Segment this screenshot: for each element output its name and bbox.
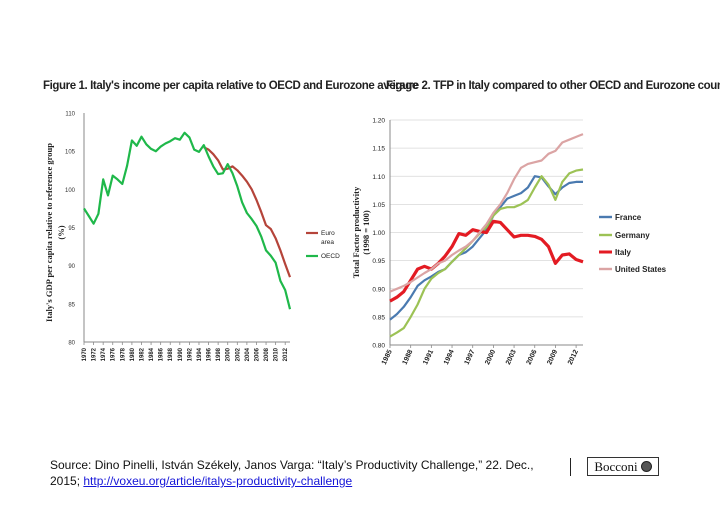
fig2-x-tick-label: 2000	[484, 349, 497, 366]
fig1-y-axis-label: Italy's GDP per capita relative to refer…	[44, 143, 66, 322]
fig2-x-tick-label: 1994	[443, 349, 456, 366]
fig2-x-tick-label: 1988	[402, 349, 415, 366]
fig2-y-tick-label: 0.85	[372, 314, 385, 321]
source-link[interactable]: http://voxeu.org/article/italys-producti…	[83, 474, 353, 488]
logo-text: Bocconi	[594, 458, 638, 474]
fig1-legend-euro-label: Euro area	[321, 230, 335, 246]
fig2-y-tick-label: 0.90	[372, 286, 385, 293]
fig1-series-oecd	[83, 131, 292, 310]
fig2-x-tick-label: 1985	[381, 349, 394, 366]
fig1-x-tick-label: 1972	[92, 347, 98, 361]
bocconi-logo: Bocconi	[587, 457, 659, 476]
source-text: Source: Dino Pinelli, István Székely, Ja…	[50, 458, 534, 488]
fig1-x-tick-label: 2002	[235, 347, 241, 361]
fig1-x-tick-label: 2012	[283, 347, 289, 361]
fig1-x-tick-label: 1984	[149, 347, 155, 361]
fig2-legend-united-states-label: United States	[615, 265, 667, 274]
fig2-legend-france-label: France	[615, 213, 642, 222]
fig2-x-tick-label: 2009	[546, 349, 559, 366]
fig2-y-tick-label: 1.00	[372, 230, 385, 237]
source-citation: Source: Dino Pinelli, István Székely, Ja…	[50, 457, 560, 489]
fig1-x-tick-label: 1988	[168, 347, 174, 361]
fig1-x-tick-label: 2004	[245, 347, 251, 361]
fig1-x-tick-label: 1990	[178, 347, 184, 361]
fig2-series-germany	[389, 168, 584, 338]
fig1-legend-euro-label-line: Euro	[321, 230, 335, 237]
fig2-x-tick-label: 1997	[464, 349, 477, 366]
divider	[570, 458, 571, 476]
fig2-legend-germany-label: Germany	[615, 231, 650, 240]
fig2-y-tick-label: 0.80	[372, 343, 385, 350]
fig1-y-axis-label-line: Italy's GDP per capita relative to refer…	[44, 143, 54, 322]
fig1-y-tick-label: 80	[68, 341, 75, 347]
fig1-legend-oecd-label: OECD	[321, 253, 340, 260]
seal-icon	[640, 461, 652, 472]
fig1-x-tick-label: 2000	[226, 347, 232, 361]
fig2-y-tick-label: 1.15	[372, 146, 385, 153]
fig1-x-tick-label: 2006	[254, 347, 260, 361]
fig1-x-tick-label: 1986	[159, 347, 165, 361]
fig1-series-euro-area	[203, 146, 292, 278]
fig1-x-tick-label: 1976	[111, 347, 117, 361]
fig1-y-tick-label: 90	[68, 264, 75, 270]
fig2-x-tick-label: 2006	[526, 349, 539, 366]
fig2-y-tick-label: 0.95	[372, 258, 385, 265]
fig1-x-tick-label: 1974	[101, 347, 107, 361]
fig1-x-tick-label: 1998	[216, 347, 222, 361]
fig1-x-tick-label: 1994	[197, 347, 203, 361]
fig2-x-tick-label: 2003	[505, 349, 518, 366]
fig1-y-tick-label: 110	[65, 112, 75, 118]
fig2-y-axis-label: Total Factor productivity(1998 = 100)	[351, 186, 371, 278]
fig2-x-tick-label: 1991	[422, 349, 435, 366]
fig1-y-tick-label: 85	[68, 302, 75, 308]
fig2-y-tick-label: 1.20	[372, 118, 385, 125]
fig1-y-tick-label: 105	[65, 150, 76, 156]
fig1-x-tick-label: 1992	[187, 347, 193, 361]
fig1-y-tick-label: 100	[65, 188, 76, 194]
fig2-y-tick-label: 1.05	[372, 202, 385, 209]
fig2-legend-italy-label: Italy	[615, 248, 632, 257]
fig2-y-tick-label: 1.10	[372, 174, 385, 181]
fig1-x-tick-label: 1970	[82, 347, 88, 361]
fig2-x-tick-label: 2012	[567, 349, 580, 366]
fig2-y-axis-label-line: (1998 = 100)	[361, 210, 371, 255]
fig2-y-axis-label-line: Total Factor productivity	[351, 186, 361, 278]
fig2-series-united-states	[389, 133, 584, 293]
fig1-x-tick-label: 1982	[139, 347, 145, 361]
figure1-title: Figure 1. Italy's income per capita rela…	[43, 80, 418, 92]
fig1-legend-euro-label-line: area	[321, 239, 334, 246]
fig1-x-tick-label: 1996	[207, 347, 213, 361]
fig2-series-italy	[389, 219, 584, 303]
fig1-x-tick-label: 2010	[274, 347, 280, 361]
fig1-y-axis-label-line: (%)	[56, 225, 66, 239]
fig1-x-tick-label: 1980	[130, 347, 136, 361]
fig1-y-tick-label: 95	[68, 226, 75, 232]
fig1-x-tick-label: 1978	[120, 347, 126, 361]
fig1-x-tick-label: 2008	[264, 347, 270, 361]
figure2-title: Figure 2. TFP in Italy compared to other…	[386, 80, 720, 92]
